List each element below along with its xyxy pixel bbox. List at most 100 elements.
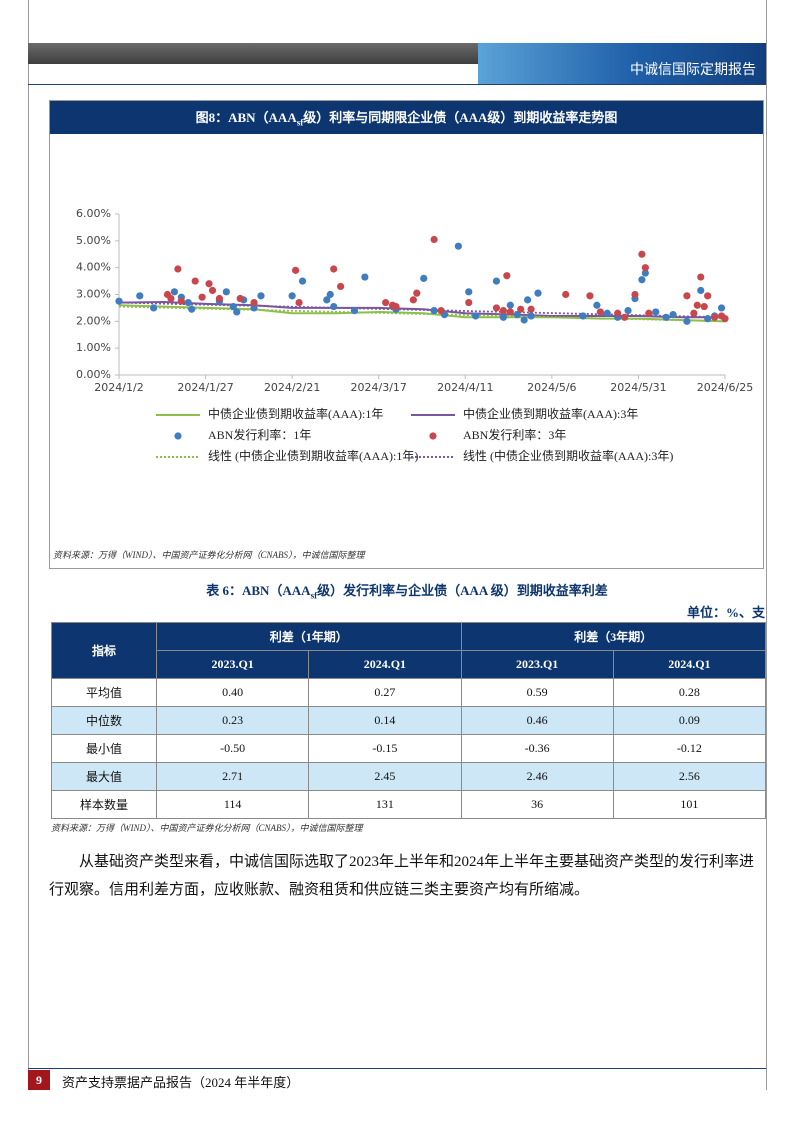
x-tick-label: 2024/5/6 bbox=[527, 381, 576, 394]
y-tick-label: 3.00% bbox=[76, 288, 111, 301]
table-head: 指标 利差（1年期） 利差（3年期） 2023.Q1 2024.Q1 2023.… bbox=[51, 622, 767, 679]
legend-marker bbox=[429, 432, 437, 440]
x-tick-label: 2024/1/2 bbox=[94, 381, 143, 394]
table-cell: 0.28 bbox=[612, 678, 767, 707]
point bbox=[233, 308, 241, 316]
point bbox=[430, 307, 438, 315]
header-cell: 利差（1年期） bbox=[156, 622, 462, 651]
header-cell: 指标 bbox=[51, 622, 157, 679]
point bbox=[690, 309, 698, 317]
point bbox=[593, 301, 601, 309]
point bbox=[700, 302, 708, 311]
point bbox=[437, 307, 445, 315]
point bbox=[167, 294, 175, 303]
point bbox=[620, 313, 629, 321]
table-row: 最小值 -0.50 -0.15 -0.36 -0.12 bbox=[51, 734, 767, 763]
header-cell: 2023.Q1 bbox=[155, 650, 310, 679]
y-tick-label: 2.00% bbox=[76, 314, 111, 327]
point bbox=[717, 304, 726, 312]
point bbox=[298, 277, 307, 285]
y-tick-label: 0.00% bbox=[76, 368, 111, 381]
table-cell: 2.45 bbox=[308, 762, 462, 791]
point bbox=[382, 298, 390, 307]
point bbox=[693, 301, 701, 309]
point bbox=[250, 304, 258, 312]
point bbox=[513, 311, 521, 319]
point bbox=[229, 302, 237, 311]
y-tick-label: 6.00% bbox=[76, 207, 111, 220]
row-label: 最小值 bbox=[51, 734, 157, 763]
point bbox=[177, 297, 185, 305]
table-cell: -0.50 bbox=[155, 734, 310, 763]
table-cell: -0.36 bbox=[460, 734, 614, 763]
series-line bbox=[118, 301, 725, 319]
table-head-row: 指标 利差（1年期） 利差（3年期） bbox=[51, 622, 766, 679]
point bbox=[350, 307, 359, 315]
point bbox=[704, 315, 712, 323]
x-tick-label: 2024/3/17 bbox=[351, 381, 407, 394]
x-tick-label: 2024/5/31 bbox=[610, 381, 666, 394]
legend-label: ABN发行利率：1年 bbox=[208, 427, 311, 442]
point bbox=[250, 298, 258, 307]
point bbox=[697, 286, 705, 295]
point bbox=[624, 307, 632, 315]
table-row: 样本数量 114 131 36 101 bbox=[51, 790, 767, 819]
data-table: 指标 利差（1年期） 利差（3年期） 2023.Q1 2024.Q1 2023.… bbox=[51, 622, 767, 819]
table-cell: 0.23 bbox=[155, 706, 310, 735]
point bbox=[465, 298, 473, 307]
figure-title-sub: sf bbox=[296, 117, 304, 128]
point bbox=[662, 313, 670, 321]
point bbox=[534, 289, 542, 297]
table-cell: 2.71 bbox=[155, 762, 310, 791]
table-cell: 114 bbox=[155, 790, 310, 819]
header-cell: 2024.Q1 bbox=[308, 650, 462, 679]
point bbox=[631, 290, 639, 299]
paragraph: 从基础资产类型来看，中诚信国际选取了2023年上半年和2024年上半年主要基础资… bbox=[49, 854, 755, 898]
point bbox=[337, 282, 345, 291]
legend-label: 线性 (中债企业债到期收益率(AAA):3年) bbox=[463, 448, 673, 463]
table-cell: 0.14 bbox=[308, 706, 462, 735]
x-tick-label: 2024/6/25 bbox=[697, 381, 753, 394]
point bbox=[222, 288, 230, 296]
table-cell: 0.09 bbox=[612, 706, 767, 735]
table-head-row: 2023.Q1 2024.Q1 2023.Q1 2024.Q1 bbox=[52, 650, 767, 679]
point bbox=[191, 277, 199, 285]
table-caption-sub: sf bbox=[310, 590, 318, 601]
point bbox=[638, 276, 646, 284]
point bbox=[115, 297, 123, 305]
point bbox=[645, 309, 653, 317]
point bbox=[527, 312, 535, 320]
point bbox=[150, 304, 158, 312]
point bbox=[499, 313, 507, 321]
footer-title: 资产支持票据产品报告（2024 年半年度） bbox=[62, 1075, 300, 1090]
point bbox=[257, 292, 265, 300]
row-label: 样本数量 bbox=[51, 790, 157, 819]
point bbox=[697, 273, 705, 281]
point bbox=[292, 266, 300, 274]
point bbox=[579, 312, 587, 320]
row-label: 平均值 bbox=[51, 678, 157, 707]
point bbox=[503, 272, 511, 280]
point bbox=[614, 309, 622, 317]
figure-title: 图8：ABN（AAAsf级）利率与同期限企业债（AAA级）到期收益率走势图 bbox=[50, 101, 763, 134]
point bbox=[472, 312, 480, 320]
table-source: 资料来源：万得（WIND）、中国资产证券化分析网（CNABS），中诚信国际整理 bbox=[51, 823, 363, 833]
point bbox=[454, 242, 462, 250]
point bbox=[136, 292, 144, 300]
point bbox=[492, 304, 501, 312]
point bbox=[683, 317, 691, 325]
point bbox=[288, 292, 296, 300]
y-tick-label: 4.00% bbox=[76, 261, 111, 274]
header-cell: 利差（3年期） bbox=[460, 622, 766, 651]
table-cell: 0.27 bbox=[308, 678, 462, 707]
point bbox=[711, 313, 719, 321]
x-tick-label: 2024/4/11 bbox=[437, 381, 493, 394]
point bbox=[492, 277, 501, 285]
y-tick-label: 1.00% bbox=[76, 341, 111, 354]
point bbox=[603, 309, 611, 317]
point bbox=[499, 307, 507, 315]
header-rule bbox=[28, 84, 766, 85]
point bbox=[361, 273, 369, 281]
point bbox=[323, 296, 331, 304]
